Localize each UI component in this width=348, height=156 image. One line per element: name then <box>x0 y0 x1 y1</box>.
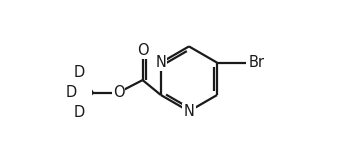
Text: Br: Br <box>248 55 264 70</box>
Text: N: N <box>183 104 195 119</box>
Text: N: N <box>156 55 166 70</box>
Text: D: D <box>74 65 85 80</box>
Text: D: D <box>65 85 77 100</box>
Text: D: D <box>74 105 85 120</box>
Text: O: O <box>113 85 124 100</box>
Text: O: O <box>137 43 148 58</box>
